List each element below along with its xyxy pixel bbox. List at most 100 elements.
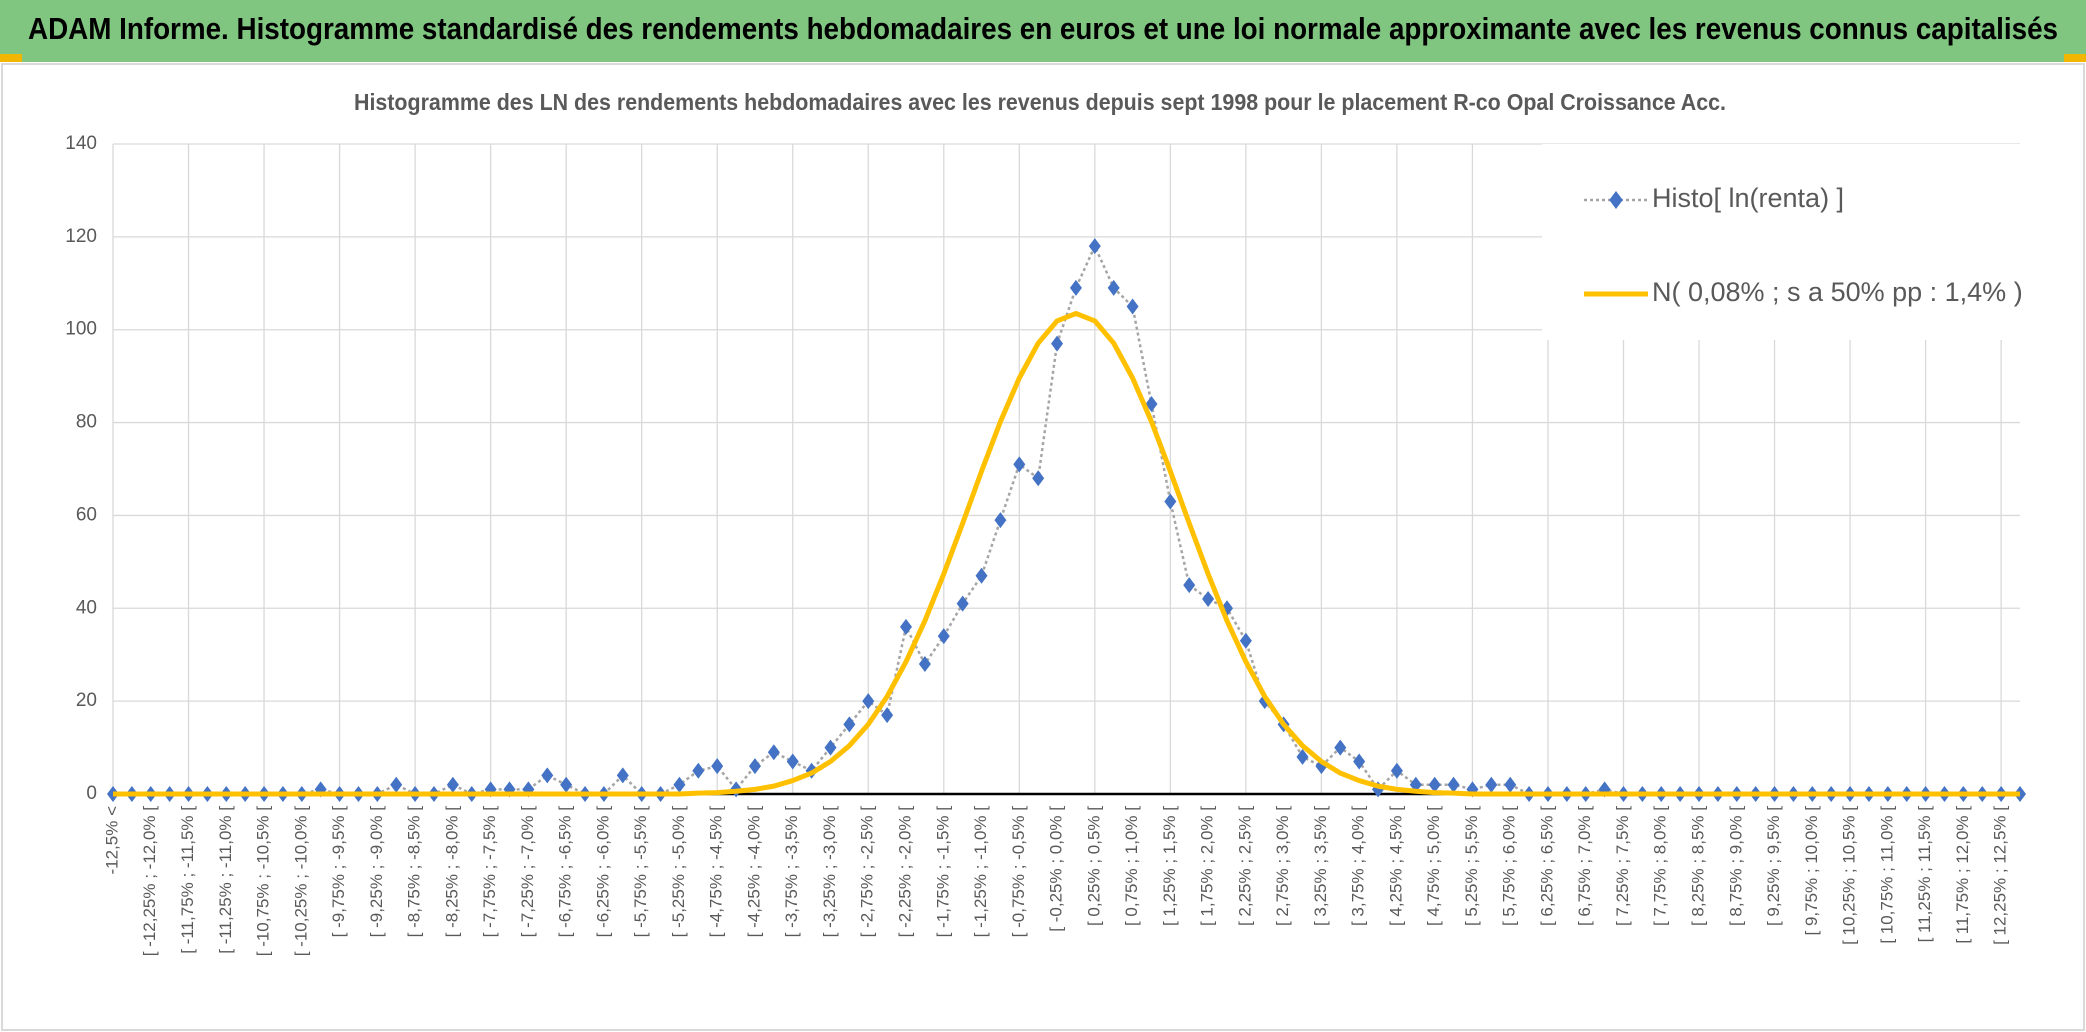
x-tick-label: [ -8,75% ; -8,5% [ [405, 806, 424, 938]
x-tick-label: [ -1,75% ; -1,5% [ [933, 806, 952, 938]
y-tick-label: 140 [65, 133, 97, 154]
x-tick-label: [ 5,25% ; 5,5% [ [1462, 806, 1481, 926]
marker [1485, 776, 1498, 793]
x-tick-label: [ 6,75% ; 7,0% [ [1575, 806, 1594, 926]
x-tick-label: [ -3,25% ; -3,0% [ [820, 806, 839, 938]
x-tick-label: [ -11,75% ; -11,5% [ [178, 806, 197, 954]
marker [1164, 493, 1177, 510]
marker [1390, 762, 1403, 779]
plot [107, 238, 2026, 802]
x-tick-label: [ -4,25% ; -4,0% [ [744, 806, 763, 938]
x-tick-label: [ 4,25% ; 4,5% [ [1386, 806, 1405, 926]
y-tick-label: 60 [76, 504, 97, 525]
marker [956, 595, 969, 612]
x-tick-label: [ 2,75% ; 3,0% [ [1273, 806, 1292, 926]
x-tick-label: [ 8,25% ; 8,5% [ [1689, 806, 1708, 926]
x-tick-label: [ -0,75% ; -0,5% [ [1009, 806, 1028, 938]
x-tick-label: [ -1,25% ; -1,0% [ [971, 806, 990, 938]
x-tick-label: [ 0,25% ; 0,5% [ [1084, 806, 1103, 926]
x-tick-label: [ -9,25% ; -9,0% [ [367, 806, 386, 938]
x-tick-label: [ -2,25% ; -2,0% [ [895, 806, 914, 938]
header-bar [0, 0, 2086, 62]
y-tick-label: 120 [65, 226, 97, 247]
marker [560, 776, 573, 793]
x-tick-label: [ 1,75% ; 2,0% [ [1198, 806, 1217, 926]
x-tick-label: [ 8,75% ; 9,0% [ [1726, 806, 1745, 926]
x-tick-label: [ -2,75% ; -2,5% [ [858, 806, 877, 938]
x-tick-label: [ 6,25% ; 6,5% [ [1537, 806, 1556, 926]
marker [862, 693, 875, 710]
x-tick-label: [ 5,75% ; 6,0% [ [1500, 806, 1519, 926]
x-tick-label: [ 3,25% ; 3,5% [ [1311, 806, 1330, 926]
corner-accent [2064, 54, 2086, 62]
x-tick-label: [ -4,75% ; -4,5% [ [707, 806, 726, 938]
marker [975, 567, 988, 584]
marker [541, 767, 554, 784]
corner-accent [0, 54, 22, 62]
x-tick-label: [ -5,25% ; -5,0% [ [669, 806, 688, 938]
marker [824, 739, 837, 756]
marker [1334, 739, 1347, 756]
marker [1353, 753, 1366, 770]
x-tick-label: [ -5,75% ; -5,5% [ [631, 806, 650, 938]
x-tick-label: [ -7,75% ; -7,5% [ [480, 806, 499, 938]
x-tick-label: [ 10,25% ; 10,5% [ [1840, 806, 1859, 945]
x-tick-label: [ 9,75% ; 10,0% [ [1802, 806, 1821, 936]
x-tick-label: [ 4,75% ; 5,0% [ [1424, 806, 1443, 926]
marker [1051, 335, 1064, 352]
y-tick-label: 20 [76, 690, 97, 711]
legend-label: N( 0,08% ; s a 50% pp : 1,4% ) [1652, 277, 2023, 307]
marker [1126, 298, 1139, 315]
x-tick-label: [ -0,25% ; 0,0% [ [1047, 806, 1066, 932]
marker [1428, 776, 1441, 793]
x-tick-label: [ 3,75% ; 4,0% [ [1349, 806, 1368, 926]
x-tick-label: [ 9,25% ; 9,5% [ [1764, 806, 1783, 926]
x-tick-label: [ 2,25% ; 2,5% [ [1235, 806, 1254, 926]
x-tick-label: [ -7,25% ; -7,0% [ [518, 806, 537, 938]
marker [1296, 748, 1309, 765]
marker [1145, 396, 1158, 412]
x-tick-label: [ 10,75% ; 11,0% [ [1877, 806, 1896, 944]
marker [843, 716, 856, 733]
marker [1032, 470, 1045, 487]
marker [937, 628, 950, 645]
marker [748, 758, 761, 775]
marker [390, 776, 403, 793]
marker [918, 656, 931, 672]
chart-title: Histogramme des LN des rendements hebdom… [354, 89, 1726, 115]
x-tick-label: [ -9,75% ; -9,5% [ [329, 806, 348, 938]
x-tick-label: [ -10,25% ; -10,0% [ [291, 806, 310, 957]
x-tick-label: [ -12,25% ; -12,0% [ [140, 806, 159, 957]
x-tick-label: [ 0,75% ; 1,0% [ [1122, 806, 1141, 926]
marker [1183, 577, 1196, 594]
marker [673, 776, 686, 793]
marker [1447, 776, 1460, 793]
legend: Histo[ ln(renta) ] N( 0,08% ; s a 50% pp … [1542, 144, 2060, 340]
x-tick-label: [ -8,25% ; -8,0% [ [442, 806, 461, 938]
marker [616, 767, 629, 784]
marker [1202, 591, 1215, 607]
y-tick-label: 40 [76, 597, 97, 618]
marker [767, 744, 780, 761]
x-tick-label: [ 1,25% ; 1,5% [ [1160, 806, 1179, 926]
x-tick-label: [ -11,25% ; -11,0% [ [216, 806, 235, 954]
marker [786, 753, 799, 770]
y-tick-label: 0 [86, 783, 97, 804]
marker [1239, 632, 1252, 649]
marker [994, 512, 1007, 529]
marker [881, 707, 894, 724]
marker [692, 762, 705, 779]
x-tick-label: [ 11,75% ; 12,0% [ [1953, 806, 1972, 944]
header-title: ADAM Informe. Histogramme standardisé de… [28, 11, 2058, 46]
legend-label: Histo[ ln(renta) ] [1652, 183, 1844, 213]
y-tick-label: 80 [76, 412, 97, 433]
x-tick-label: [ -6,25% ; -6,0% [ [593, 806, 612, 938]
legend-box [1542, 144, 2060, 340]
marker [1088, 238, 1101, 255]
y-tick-label: 100 [65, 319, 97, 340]
x-tick-label: [ 7,25% ; 7,5% [ [1613, 806, 1632, 926]
marker [1107, 279, 1120, 296]
x-tick-label: [ -6,75% ; -6,5% [ [556, 806, 575, 938]
x-tick-label: [ -10,75% ; -10,5% [ [254, 806, 273, 957]
x-tick-label: -12,5% < [102, 806, 121, 875]
